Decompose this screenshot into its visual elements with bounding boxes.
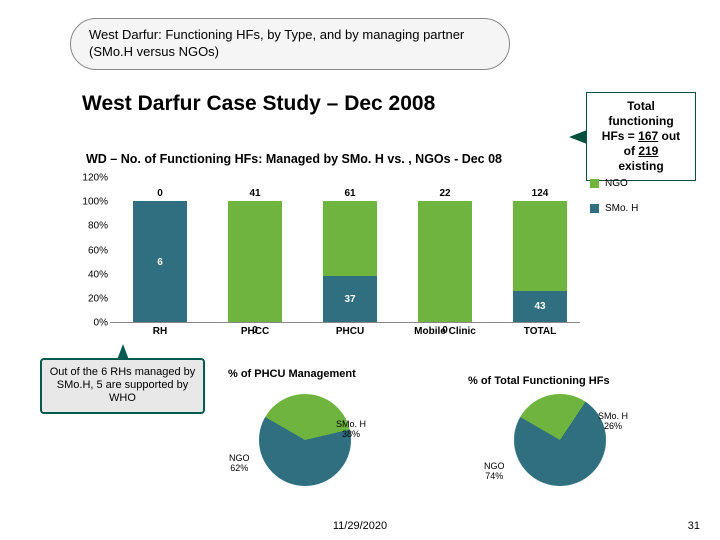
legend-row-ngo: NGO	[590, 178, 638, 189]
pie1-label-text: NGO	[229, 453, 250, 463]
footer-date: 11/29/2020	[333, 520, 387, 532]
y-tick-label: 80%	[70, 221, 108, 232]
pie2-label-smoh: SMo. H 26%	[598, 412, 628, 432]
y-tick-label: 40%	[70, 269, 108, 280]
bar-column: 220	[418, 201, 472, 322]
pie2-label-text: NGO	[484, 461, 505, 471]
callout-line: HFs =	[602, 129, 638, 143]
callout-line: existing	[618, 159, 663, 173]
callout-line: Total	[627, 99, 655, 113]
bar-chart: 0%20%40%60%80%100%120% 06410613722012443…	[70, 178, 645, 348]
pie2-label-pct: 74%	[485, 471, 503, 481]
bar-column: 12443	[513, 201, 567, 322]
bar-value-ngo: 22	[418, 188, 472, 199]
chart-subtitle: WD – No. of Functioning HFs: Managed by …	[86, 152, 502, 166]
callout-line: functioning	[608, 114, 673, 128]
bar-value-ngo: 124	[513, 188, 567, 199]
pie1	[259, 394, 351, 486]
pie1-label-smoh: SMo. H 38%	[336, 420, 366, 440]
y-tick-label: 0%	[70, 318, 108, 329]
bar-column: 06	[133, 201, 187, 322]
plot-area: 06410613722012443	[110, 178, 580, 323]
pie1-label-pct: 62%	[230, 463, 248, 473]
x-axis-label: Mobile Clinic	[414, 326, 476, 337]
bar-column: 410	[228, 201, 282, 322]
y-tick-label: 120%	[70, 173, 108, 184]
callout-line: out	[658, 129, 680, 143]
legend-label-smoh: SMo. H	[605, 203, 638, 214]
main-title: West Darfur Case Study – Dec 2008	[82, 92, 435, 116]
bar-seg-ngo	[513, 201, 567, 291]
legend-swatch-ngo	[590, 179, 599, 188]
legend-row-smoh: SMo. H	[590, 203, 638, 214]
bar-seg-ngo	[323, 201, 377, 276]
bar-value-smoh: 43	[513, 301, 567, 312]
pie1-label-text: SMo. H	[336, 419, 366, 429]
pie2-label-ngo: NGO 74%	[484, 462, 505, 482]
y-tick-label: 60%	[70, 245, 108, 256]
pie2-label-pct: 26%	[604, 421, 622, 431]
y-tick-label: 100%	[70, 197, 108, 208]
bar-seg-ngo	[228, 201, 282, 322]
callout-value: 167	[638, 129, 658, 143]
bar-seg-ngo	[418, 201, 472, 322]
slide-header-box: West Darfur: Functioning HFs, by Type, a…	[70, 18, 510, 70]
note-text: Out of the 6 RHs managed by SMo.H, 5 are…	[50, 366, 196, 404]
x-axis-label: TOTAL	[524, 326, 556, 337]
pie2-label-text: SMo. H	[598, 411, 628, 421]
chart-legend: NGO SMo. H	[590, 178, 638, 228]
bar-value-smoh: 6	[133, 257, 187, 268]
pie1-label-ngo: NGO 62%	[229, 454, 250, 474]
pie2-title: % of Total Functioning HFs	[468, 375, 610, 387]
totals-callout: Total functioning HFs = 167 out of 219 e…	[586, 92, 696, 181]
x-axis-label: PHCU	[336, 326, 364, 337]
y-axis: 0%20%40%60%80%100%120%	[70, 178, 110, 323]
note-arrow-icon	[117, 344, 129, 360]
callout-line: of	[624, 144, 639, 158]
legend-label-ngo: NGO	[605, 178, 628, 189]
footer-page-number: 31	[688, 520, 700, 532]
x-axis-label: PHCC	[241, 326, 269, 337]
pie1-label-pct: 38%	[342, 429, 360, 439]
bar-value-smoh: 37	[323, 294, 377, 305]
note-box: Out of the 6 RHs managed by SMo.H, 5 are…	[40, 358, 205, 414]
bar-value-ngo: 0	[133, 188, 187, 199]
bar-column: 6137	[323, 201, 377, 322]
pie2	[514, 394, 606, 486]
slide-header-text: West Darfur: Functioning HFs, by Type, a…	[89, 27, 464, 59]
pie1-title: % of PHCU Management	[228, 368, 356, 380]
y-tick-label: 20%	[70, 293, 108, 304]
bar-value-ngo: 41	[228, 188, 282, 199]
bar-value-ngo: 61	[323, 188, 377, 199]
legend-swatch-smoh	[590, 204, 599, 213]
callout-arrow-icon	[569, 130, 587, 144]
x-axis-label: RH	[153, 326, 167, 337]
callout-value: 219	[638, 144, 658, 158]
